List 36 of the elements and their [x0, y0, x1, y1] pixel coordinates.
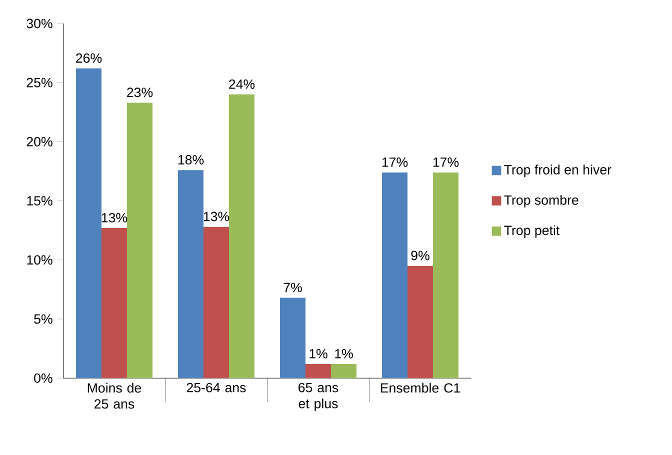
bar	[101, 228, 127, 378]
y-tick-label: 25%	[26, 78, 52, 88]
bar	[407, 266, 433, 378]
x-tick-label: Ensemble C1	[380, 382, 460, 393]
legend-label: Trop froid en hiver	[504, 164, 612, 178]
bar	[432, 172, 458, 378]
data-label: 17%	[382, 158, 408, 167]
x-tick-label: 65 ans et plus	[298, 382, 338, 411]
data-label: 1%	[335, 349, 353, 358]
bar	[382, 172, 408, 378]
bar	[203, 226, 229, 378]
bar	[330, 364, 356, 378]
bar	[305, 364, 331, 378]
bar	[178, 170, 204, 378]
data-label: 1%	[310, 349, 328, 358]
bar	[280, 298, 306, 378]
y-tick-label: 10%	[27, 255, 52, 265]
y-tick-label: 5%	[34, 314, 52, 324]
legend-label: Trop sombre	[504, 194, 578, 208]
y-tick-label: 15%	[27, 196, 52, 206]
data-label: 17%	[433, 158, 459, 167]
data-label: 7%	[284, 282, 302, 292]
data-label: 18%	[178, 155, 204, 164]
data-label: 23%	[127, 88, 153, 98]
bar	[76, 68, 102, 378]
data-label: 9%	[411, 250, 430, 260]
bar	[126, 102, 152, 378]
legend-label: Trop petit	[504, 225, 560, 238]
data-label: 26%	[76, 53, 102, 63]
y-tick-label: 30%	[26, 18, 52, 28]
data-label: 24%	[229, 79, 255, 89]
bar	[228, 94, 254, 378]
y-tick-label: 0%	[34, 373, 52, 383]
y-tick-label: 20%	[26, 137, 52, 146]
x-tick-label: Moins de 25 ans	[88, 382, 142, 409]
x-tick-label: 25-64 ans	[186, 382, 246, 392]
